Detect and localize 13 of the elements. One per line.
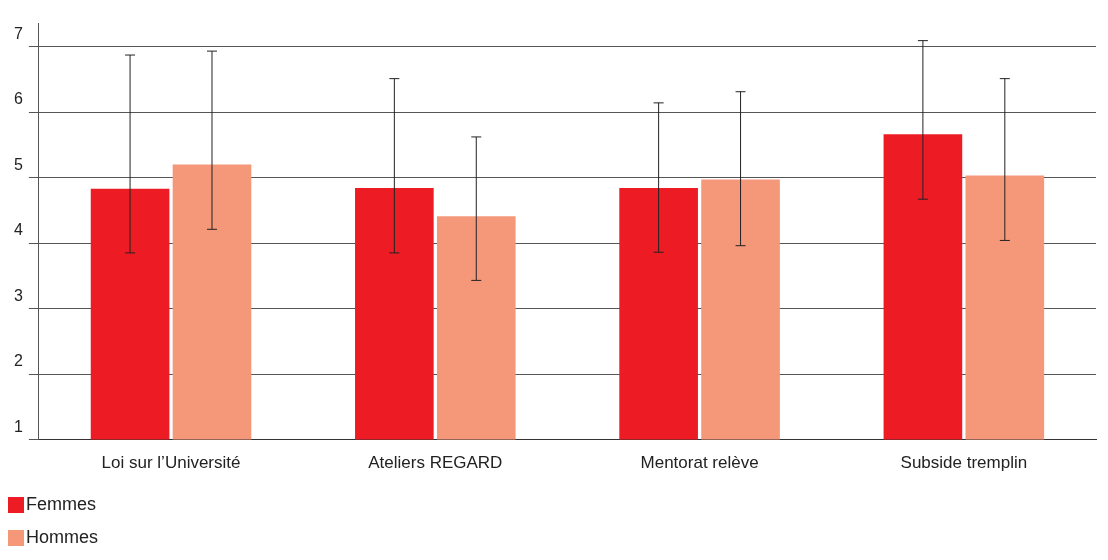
x-tick-label: Subside tremplin (900, 453, 1028, 473)
legend-label: Hommes (26, 527, 99, 548)
y-tick-label: 5 (13, 155, 23, 173)
legend-label: Femmes (26, 494, 97, 515)
x-tick-label: Mentorat relève (640, 453, 759, 473)
y-tick-label: 3 (13, 286, 23, 304)
y-tick-label: 2 (13, 352, 23, 370)
y-tick-label: 4 (13, 221, 23, 239)
y-tick-label: 6 (13, 90, 23, 108)
x-tick-label: Loi sur l’Université (101, 453, 241, 473)
y-tick-label: 1 (13, 418, 23, 436)
x-tick-label: Ateliers REGARD (368, 453, 503, 473)
y-tick-label: 7 (13, 24, 23, 42)
